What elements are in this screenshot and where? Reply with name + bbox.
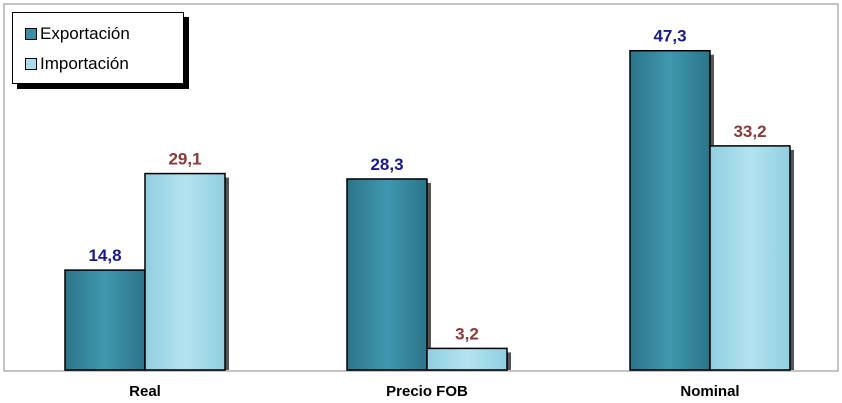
value-label-exportacion-precio-fob: 28,3 — [370, 155, 403, 174]
legend-label-exportacion: Exportación — [40, 24, 130, 43]
value-label-exportacion-real: 14,8 — [88, 246, 121, 265]
category-label-real: Real — [129, 383, 161, 400]
value-label-importacion-nominal: 33,2 — [733, 122, 766, 141]
legend: Exportación Importación — [12, 12, 184, 84]
value-label-importacion-real: 29,1 — [168, 150, 201, 169]
legend-label-importacion: Importación — [40, 54, 129, 73]
bar-exportacion-real — [64, 269, 146, 371]
legend-item-importacion: Importación — [25, 53, 129, 75]
value-label-exportacion-nominal: 47,3 — [653, 27, 686, 46]
bar-exportacion-precio-fob — [346, 178, 428, 371]
category-label-precio-fob: Precio FOB — [386, 383, 468, 400]
bar-exportacion-nominal — [629, 49, 711, 371]
bar-importacion-precio-fob — [426, 347, 508, 371]
legend-item-exportacion: Exportación — [25, 23, 130, 45]
legend-swatch-importacion — [25, 58, 37, 70]
bar-importacion-nominal — [709, 145, 791, 371]
value-label-importacion-precio-fob: 3,2 — [455, 324, 479, 343]
bar-importacion-real — [144, 172, 226, 371]
legend-swatch-exportacion — [25, 28, 37, 40]
category-label-nominal: Nominal — [680, 383, 739, 400]
